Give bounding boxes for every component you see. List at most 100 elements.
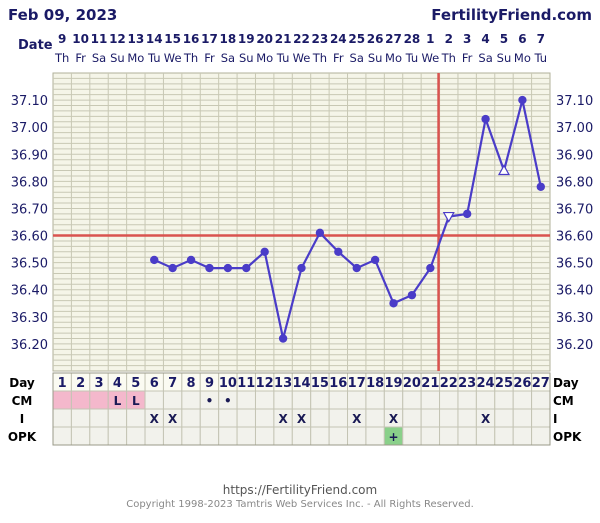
opk-cell <box>457 426 477 446</box>
temperature-marker <box>426 263 435 273</box>
weekday-label: Fr <box>462 51 473 65</box>
weekday-label: Mo <box>514 51 531 65</box>
day-value: 20 <box>403 376 421 391</box>
temperature-marker <box>352 263 361 273</box>
weekday-label: Fr <box>204 51 215 65</box>
opk-cell <box>439 426 459 446</box>
day-value: 27 <box>532 376 550 391</box>
opk-cell <box>162 426 183 446</box>
cm-cell <box>181 390 201 410</box>
weekday-label: Sa <box>221 51 235 65</box>
day-value: 18 <box>366 376 384 391</box>
cm-cell <box>402 390 422 410</box>
temperature-marker <box>536 182 545 191</box>
i-cell <box>420 408 441 428</box>
weekday-label: Tu <box>276 51 290 65</box>
day-value: 11 <box>237 376 255 391</box>
weekday-label: Sa <box>478 51 492 65</box>
day-value: 10 <box>219 376 237 391</box>
opk-cell <box>494 426 514 446</box>
date-label: 11 <box>91 32 108 46</box>
y-tick-label-right: 36.70 <box>556 202 593 217</box>
i-cell <box>236 408 256 428</box>
i-cell <box>181 408 201 428</box>
day-value: 5 <box>131 376 140 391</box>
cm-row-label: CM <box>12 394 33 408</box>
brand-name[interactable]: FertilityFriend.com <box>431 6 592 24</box>
date-label: 13 <box>127 32 144 46</box>
day-value: 8 <box>187 376 196 391</box>
chart-date: Feb 09, 2023 <box>8 6 118 24</box>
day-value: 2 <box>76 376 85 391</box>
i-cell <box>365 408 385 428</box>
y-tick-label: 36.60 <box>11 230 48 245</box>
day-row-label: Day <box>9 376 35 390</box>
temperature-marker <box>334 247 343 256</box>
date-label: 21 <box>275 32 292 46</box>
y-tick-label: 36.20 <box>11 338 48 353</box>
i-cell <box>70 408 91 428</box>
i-cell <box>89 408 109 428</box>
i-cell <box>254 408 275 428</box>
i-cell <box>512 408 533 428</box>
y-tick-label: 36.30 <box>11 311 48 326</box>
weekday-label: Su <box>497 51 512 65</box>
cm-cell <box>347 390 367 410</box>
weekday-label: Fr <box>333 51 344 65</box>
opk-cell <box>181 426 201 446</box>
cm-value: L <box>114 394 122 408</box>
cm-cell <box>475 390 496 410</box>
weekday-label: Mo <box>385 51 402 65</box>
opk-row-label: OPK <box>8 430 37 444</box>
i-row-label: I <box>20 412 24 426</box>
cm-value: L <box>132 394 140 408</box>
temperature-marker <box>205 263 214 273</box>
opk-cell <box>107 426 128 446</box>
weekday-label: We <box>293 51 311 65</box>
cm-cell <box>273 390 293 410</box>
y-tick-label-right: 36.90 <box>556 148 593 163</box>
opk-cell <box>236 426 256 446</box>
date-label: 20 <box>256 32 273 46</box>
cm-cell <box>439 390 459 410</box>
weekday-label: Mo <box>256 51 273 65</box>
temperature-marker <box>150 255 159 265</box>
weekday-label: Sa <box>92 51 106 65</box>
weekday-label: Su <box>239 51 254 65</box>
cm-cell <box>328 390 349 410</box>
cm-value: • <box>206 394 214 408</box>
i-value: X <box>389 412 399 426</box>
day-value: 21 <box>421 376 439 391</box>
y-tick-label-right: 37.00 <box>556 121 593 136</box>
temperature-marker <box>297 263 306 273</box>
day-value: 6 <box>150 376 159 391</box>
day-value: 12 <box>256 376 274 391</box>
i-value: X <box>481 412 491 426</box>
opk-value: + <box>389 430 399 444</box>
i-cell <box>402 408 422 428</box>
date-label: 12 <box>109 32 126 46</box>
weekday-label: Th <box>183 51 198 65</box>
temperature-marker <box>186 255 196 265</box>
i-value: X <box>352 412 362 426</box>
day-value: 9 <box>205 376 214 391</box>
i-cell <box>439 408 459 428</box>
cm-cell <box>236 390 256 410</box>
temperature-marker-open <box>442 211 455 223</box>
y-tick-label-right: 36.50 <box>556 257 593 272</box>
opk-cell <box>328 426 349 446</box>
weekday-label: Fr <box>75 51 86 65</box>
footer-url[interactable]: https://FertilityFriend.com <box>222 483 378 497</box>
cm-value: • <box>224 394 232 408</box>
opk-cell <box>52 426 72 446</box>
i-cell <box>494 408 514 428</box>
day-value: 17 <box>348 376 366 391</box>
cm-cell <box>383 390 404 410</box>
temperature-marker <box>407 290 417 300</box>
date-label: 17 <box>201 32 218 46</box>
cm-cell <box>254 390 275 410</box>
opk-cell <box>512 426 533 446</box>
date-label: 3 <box>463 32 471 46</box>
weekday-label: Sa <box>350 51 364 65</box>
